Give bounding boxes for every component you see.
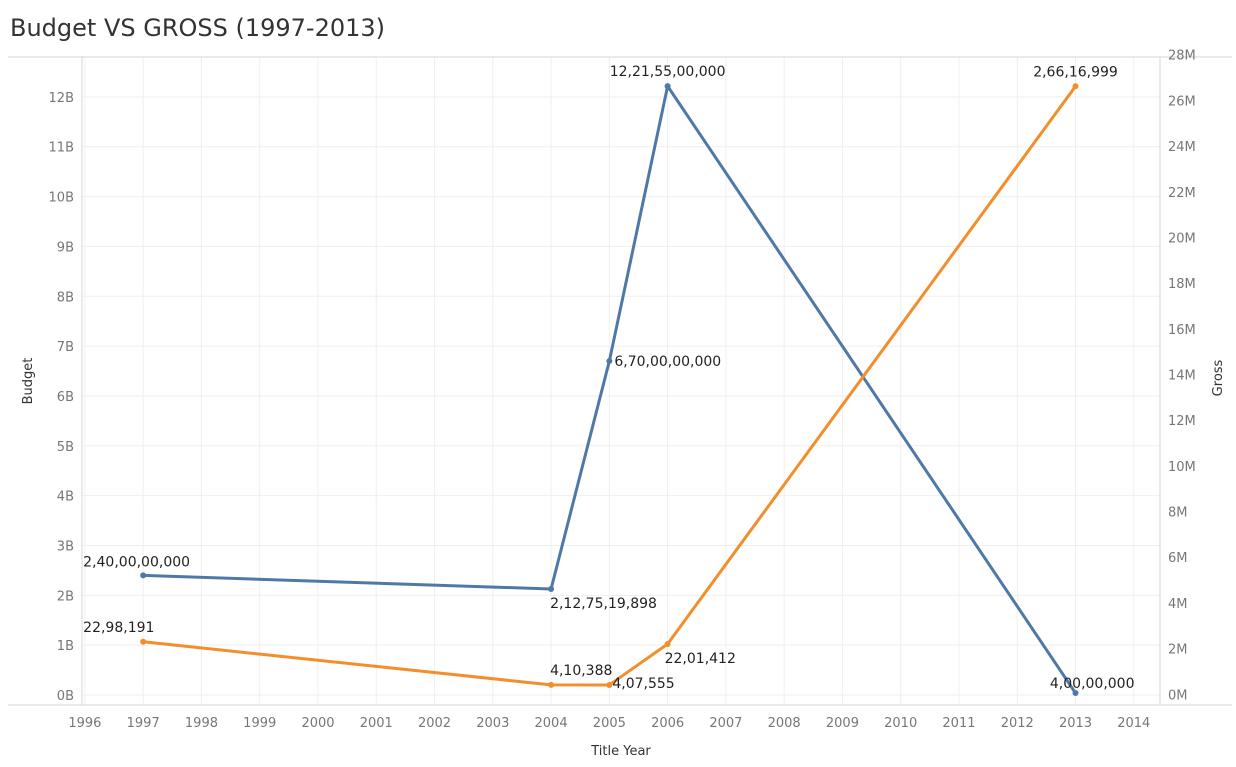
data-point-gross[interactable] xyxy=(548,681,555,688)
data-point-budget[interactable] xyxy=(1072,690,1079,697)
y-left-tick-label: 5B xyxy=(57,440,74,455)
y-axis-right-title: Gross xyxy=(1211,359,1226,396)
y-right-tick-label: 2M xyxy=(1168,643,1188,658)
gridlines xyxy=(82,57,1160,705)
x-tick-label: 2009 xyxy=(826,716,859,731)
y-right-tick-label: 8M xyxy=(1168,506,1188,521)
y-right-tick-label: 28M xyxy=(1168,49,1196,64)
axes xyxy=(8,56,1232,706)
y-right-tick-label: 22M xyxy=(1168,186,1196,201)
x-tick-label: 1996 xyxy=(68,716,101,731)
x-tick-label: 1997 xyxy=(127,716,160,731)
data-point-budget[interactable] xyxy=(548,585,555,592)
x-tick-label: 2000 xyxy=(301,716,334,731)
data-point-gross[interactable] xyxy=(664,640,671,647)
y-right-tick-label: 16M xyxy=(1168,323,1196,338)
y-right-tick-label: 20M xyxy=(1168,231,1196,246)
y-right-tick-label: 24M xyxy=(1168,140,1196,155)
y-right-tick-label: 14M xyxy=(1168,368,1196,383)
y-right-tick-label: 18M xyxy=(1168,277,1196,292)
y-axis-right-ticks: 0M 2M 4M 6M 8M 10M 12M 14M 16M 18M 20M 22M 24M 26M 28M xyxy=(1168,49,1196,704)
series-points xyxy=(140,83,1079,697)
x-tick-label: 1999 xyxy=(243,716,276,731)
data-label-budget: 2,40,00,00,000 xyxy=(83,554,190,570)
x-tick-label: 2005 xyxy=(593,716,626,731)
y-left-tick-label: 6B xyxy=(57,390,74,405)
y-left-tick-label: 8B xyxy=(57,290,74,305)
data-label-budget: 2,12,75,19,898 xyxy=(550,596,657,612)
x-axis-ticks: 1996 1997 1998 1999 2000 2001 2002 2003 2004 2005… xyxy=(68,716,1150,731)
y-left-tick-label: 7B xyxy=(57,340,74,355)
data-label-gross: 4,07,555 xyxy=(612,676,674,692)
y-right-tick-label: 4M xyxy=(1168,597,1188,612)
data-point-gross[interactable] xyxy=(140,638,147,645)
data-point-gross[interactable] xyxy=(1072,83,1079,90)
y-right-tick-label: 12M xyxy=(1168,414,1196,429)
data-label-gross: 22,01,412 xyxy=(665,651,736,667)
data-point-budget[interactable] xyxy=(664,83,671,90)
x-tick-label: 2014 xyxy=(1117,716,1150,731)
x-tick-label: 2012 xyxy=(1001,716,1034,731)
data-label-budget: 6,70,00,00,000 xyxy=(614,354,721,370)
y-right-tick-label: 0M xyxy=(1168,688,1188,703)
y-left-tick-label: 11B xyxy=(49,141,74,156)
x-tick-label: 2011 xyxy=(942,716,975,731)
y-axis-left-ticks: 0B 1B 2B 3B 4B 5B 6B 7B 8B 9B 10B 11B 12B xyxy=(49,91,74,704)
x-tick-label: 2007 xyxy=(709,716,742,731)
y-left-tick-label: 3B xyxy=(57,539,74,554)
x-tick-label: 2002 xyxy=(418,716,451,731)
y-left-tick-label: 10B xyxy=(49,191,74,206)
y-right-tick-label: 10M xyxy=(1168,460,1196,475)
y-left-tick-label: 1B xyxy=(57,639,74,654)
x-tick-label: 2006 xyxy=(651,716,684,731)
x-tick-label: 2008 xyxy=(768,716,801,731)
data-label-gross: 4,10,388 xyxy=(550,663,612,679)
y-left-tick-label: 9B xyxy=(57,240,74,255)
data-labels: 2,40,00,00,000 2,12,75,19,898 6,70,00,00,0… xyxy=(83,64,1134,692)
data-label-budget: 12,21,55,00,000 xyxy=(610,64,726,80)
data-label-gross: 22,98,191 xyxy=(83,620,154,636)
x-tick-label: 2003 xyxy=(476,716,509,731)
x-axis-title: Title Year xyxy=(590,744,651,759)
data-point-budget[interactable] xyxy=(606,358,613,365)
data-label-gross: 2,66,16,999 xyxy=(1033,64,1118,80)
data-point-budget[interactable] xyxy=(140,572,147,579)
x-tick-label: 2010 xyxy=(884,716,917,731)
y-axis-left-title: Budget xyxy=(21,358,36,405)
y-left-tick-label: 2B xyxy=(57,589,74,604)
y-left-tick-label: 12B xyxy=(49,91,74,106)
data-point-gross[interactable] xyxy=(606,681,613,688)
data-label-budget: 4,00,00,000 xyxy=(1050,676,1135,692)
y-right-tick-label: 6M xyxy=(1168,551,1188,566)
x-tick-label: 1998 xyxy=(185,716,218,731)
x-tick-label: 2001 xyxy=(360,716,393,731)
y-right-tick-label: 26M xyxy=(1168,94,1196,109)
y-left-tick-label: 0B xyxy=(57,689,74,704)
x-tick-label: 2004 xyxy=(535,716,568,731)
x-tick-label: 2013 xyxy=(1059,716,1092,731)
y-left-tick-label: 4B xyxy=(57,490,74,505)
chart-title: Budget VS GROSS (1997-2013) xyxy=(10,14,386,42)
